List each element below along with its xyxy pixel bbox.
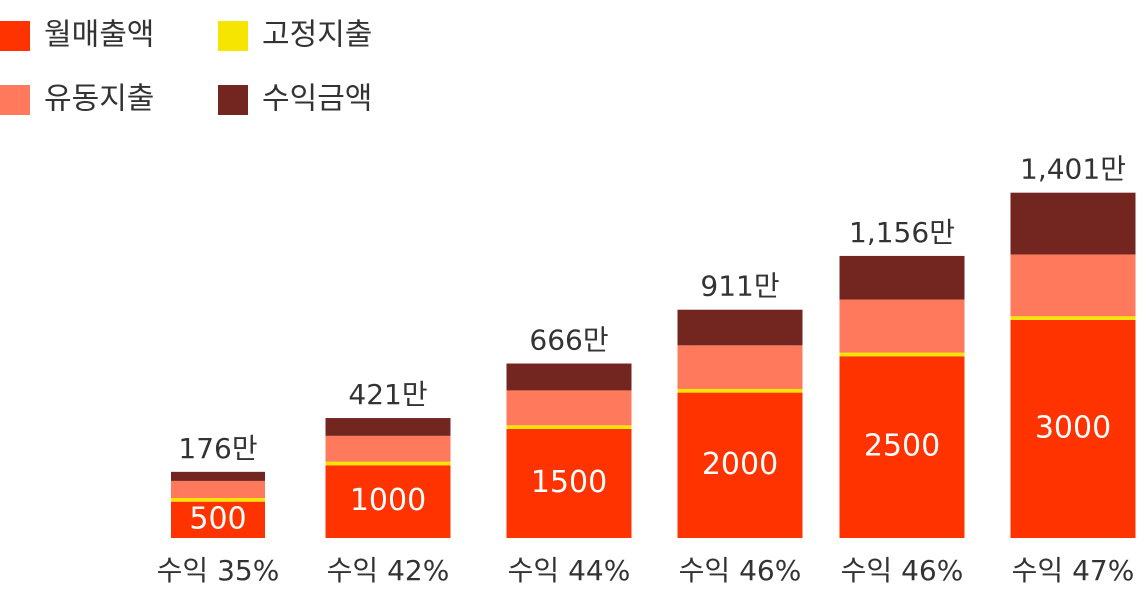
bar-segment: [171, 501, 265, 538]
legend-label: 수익금액: [262, 82, 372, 117]
bar-segment: [171, 471, 265, 481]
bar-segment: [1010, 316, 1136, 320]
bar-segment: [677, 345, 803, 389]
value-label: 1500: [531, 465, 607, 500]
legend-swatch: [0, 21, 30, 51]
legend-label: 월매출액: [44, 18, 154, 53]
x-tick-label: 수익 47%: [1012, 554, 1135, 587]
total-label: 911만: [700, 270, 779, 303]
bar-segment: [325, 461, 451, 466]
x-tick-label: 수익 44%: [508, 554, 631, 587]
bar-segment: [325, 435, 451, 462]
value-label: 2000: [702, 447, 778, 482]
bar-segment: [1010, 254, 1136, 317]
bar-segment: [325, 465, 451, 538]
total-label: 1,401만: [1020, 153, 1126, 186]
x-tick-label: 수익 46%: [679, 554, 802, 587]
value-label: 3000: [1035, 410, 1111, 445]
bar-segment: [325, 418, 451, 436]
bar-segment: [506, 363, 632, 391]
value-label: 1000: [350, 483, 426, 518]
total-label: 666만: [529, 324, 608, 357]
bar-segment: [171, 498, 265, 502]
legend-label: 유동지출: [44, 82, 154, 117]
bar-segment: [839, 352, 965, 357]
bar-segment: [171, 480, 265, 499]
value-label: 500: [189, 501, 246, 536]
bar-segment: [839, 299, 965, 353]
legend-swatch: [0, 85, 30, 115]
bar-segment: [506, 390, 632, 426]
bar-segment: [839, 356, 965, 538]
total-label: 176만: [178, 432, 257, 465]
x-tick-label: 수익 42%: [327, 554, 450, 587]
bar-segment: [1010, 319, 1136, 538]
bar-segment: [1010, 192, 1136, 255]
legend-label: 고정지출: [262, 18, 372, 53]
legend-swatch: [218, 21, 248, 51]
bar-segment: [506, 425, 632, 429]
bar-segment: [506, 428, 632, 538]
bar-segment: [677, 392, 803, 538]
x-tick-label: 수익 46%: [841, 554, 964, 587]
total-label: 421만: [348, 378, 427, 411]
value-label: 2500: [864, 429, 940, 464]
total-label: 1,156만: [849, 216, 955, 249]
legend-swatch: [218, 85, 248, 115]
bar-segment: [677, 388, 803, 393]
bar-segment: [677, 309, 803, 346]
bar-segment: [839, 255, 965, 300]
x-tick-label: 수익 35%: [157, 554, 280, 587]
